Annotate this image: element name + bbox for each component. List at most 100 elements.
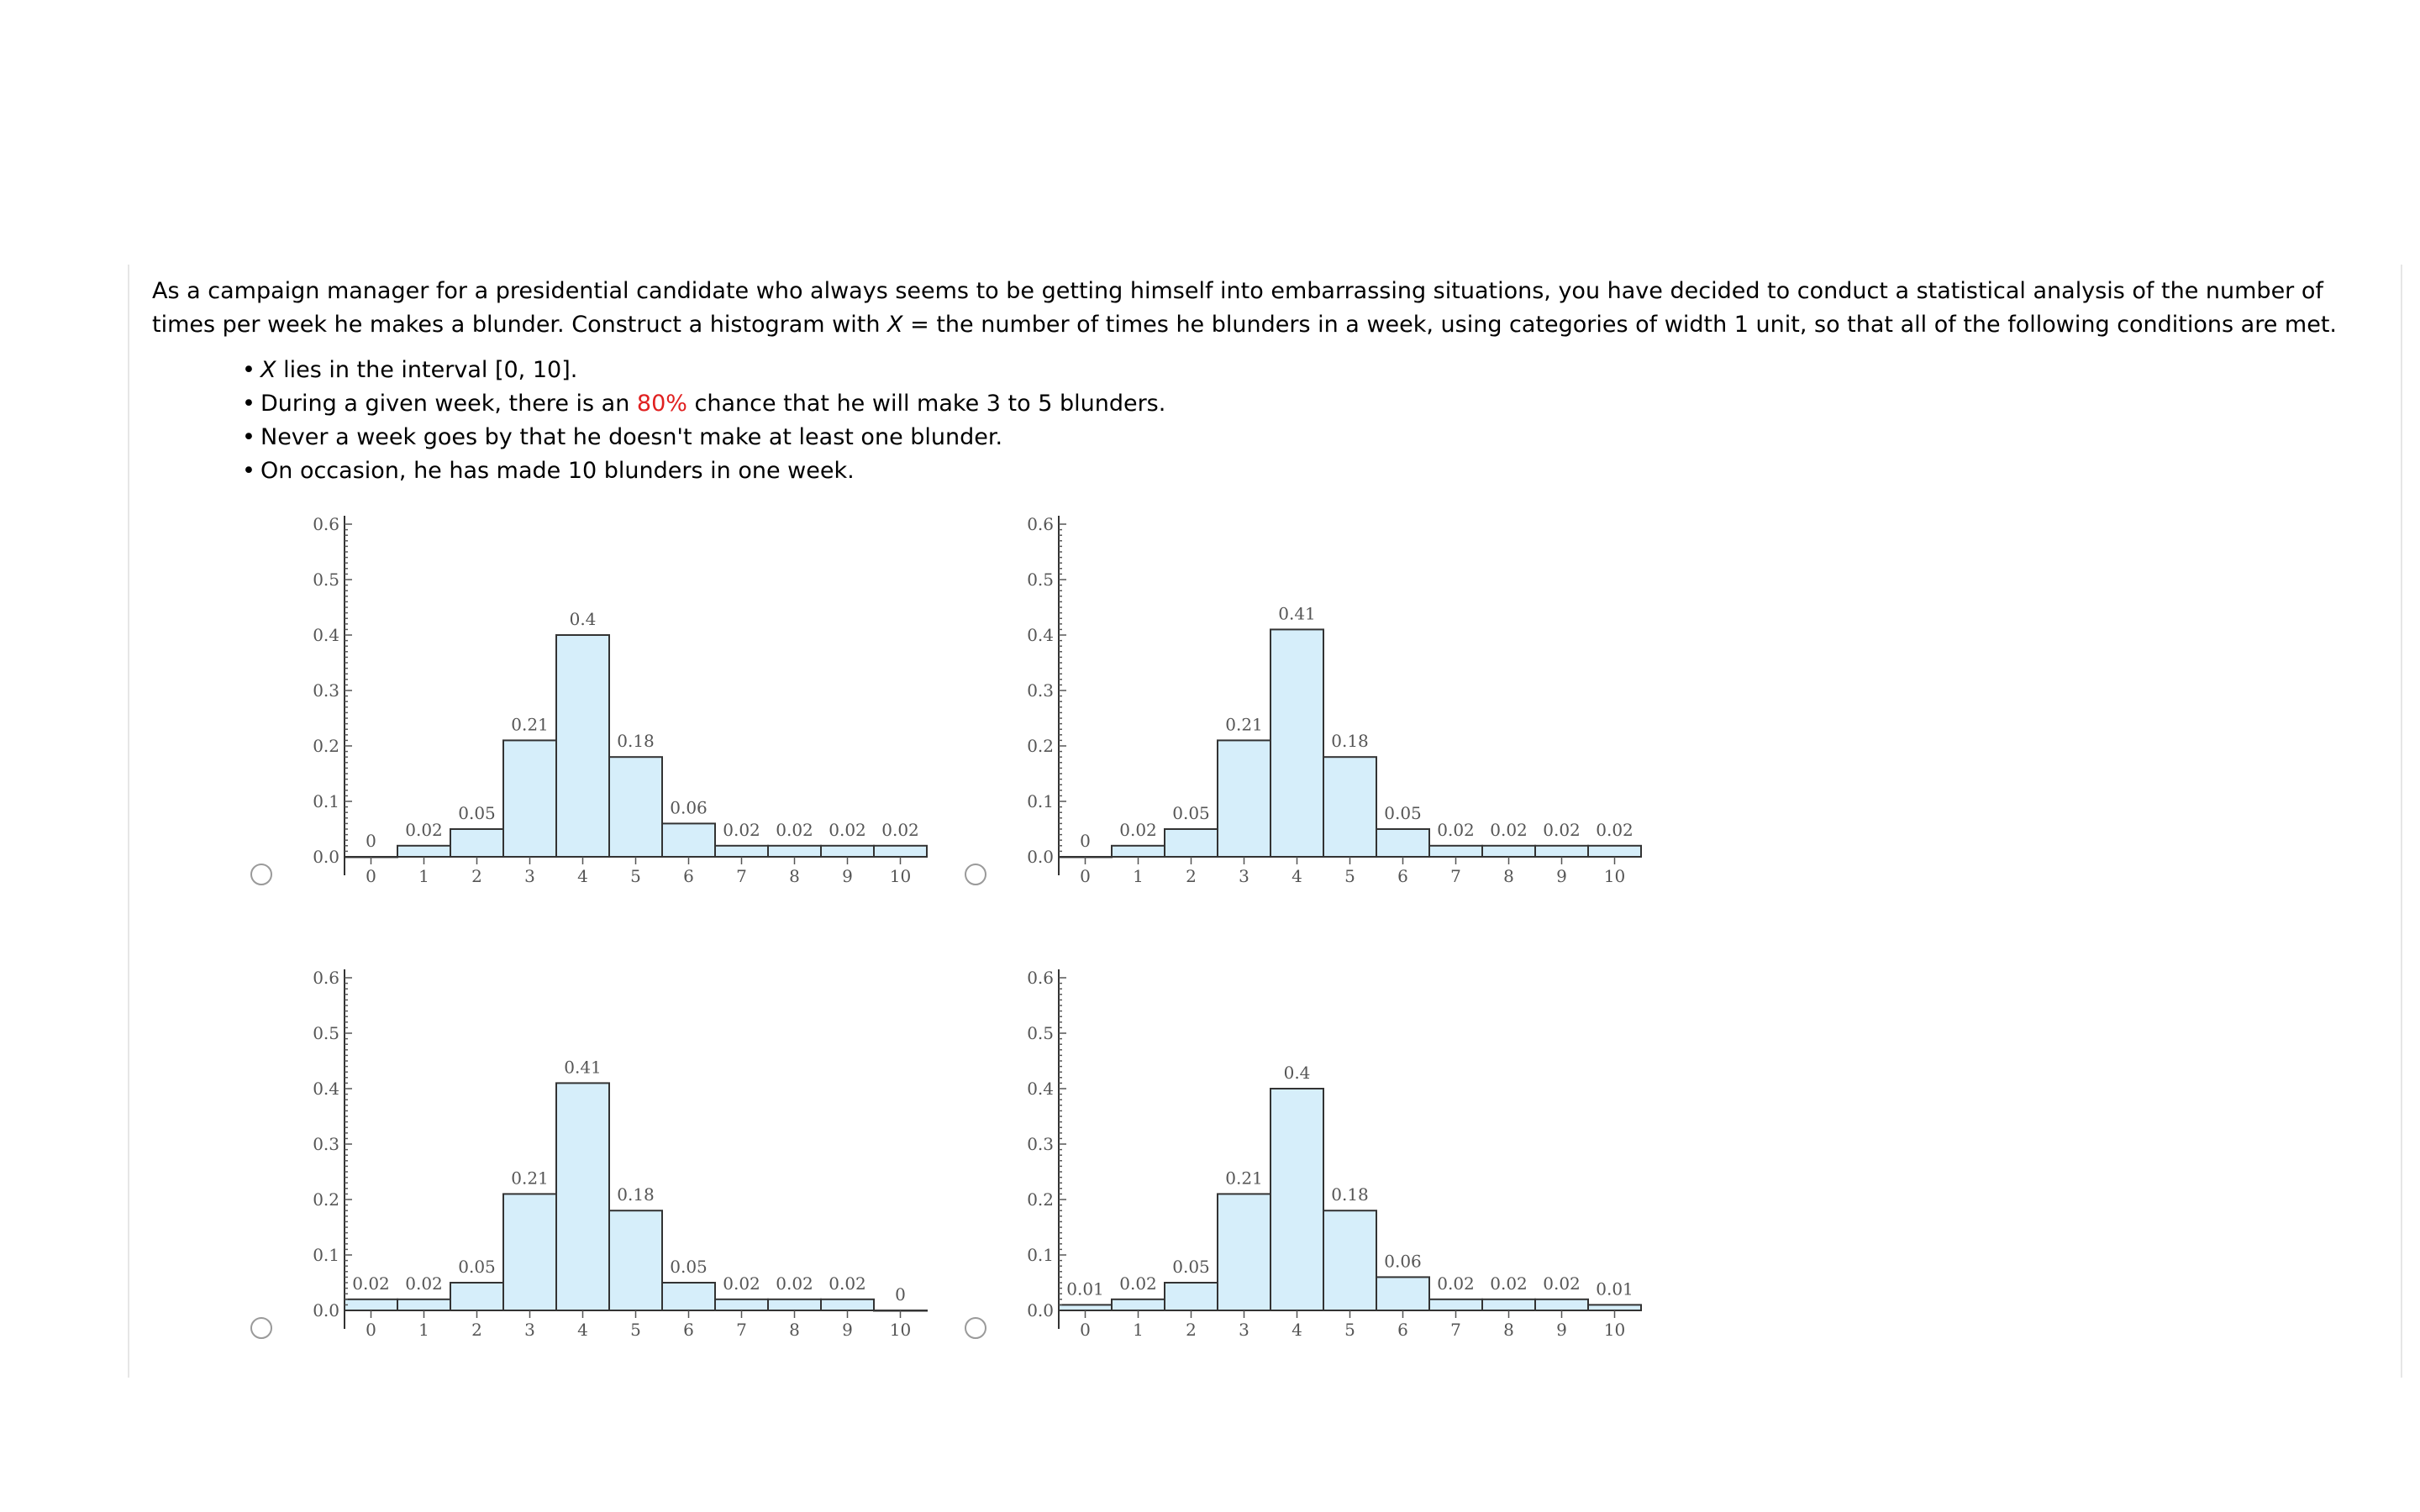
x-tick-label: 0 [1080, 1320, 1091, 1340]
bar-value-label: 0.18 [617, 1184, 655, 1205]
x-tick-label: 0 [366, 1320, 376, 1340]
histogram-bar [608, 1210, 663, 1312]
x-tick-label: 3 [524, 1320, 535, 1340]
radio-button-d[interactable] [965, 1317, 986, 1339]
x-tick-label: 4 [1292, 866, 1302, 886]
answer-choice-a[interactable]: 0 0.02 0.05 0.21 0.4 0.18 0.06 0.02 0.02 0.02 0.02… [250, 504, 939, 899]
histogram-bar [1217, 1193, 1271, 1311]
bar-value-label: 0.02 [1490, 1273, 1528, 1294]
histogram-bar [450, 1282, 504, 1311]
histogram-bar [555, 634, 610, 858]
answer-choice-b[interactable]: 0 0.02 0.05 0.21 0.41 0.18 0.05 0.02 0.02 0.02 0.0… [965, 504, 1654, 899]
x-tick-label: 1 [1133, 866, 1144, 886]
histogram-bar [1111, 1298, 1165, 1311]
histogram-c: 0.02 0.020.050.210.410.180.050.02 0.02 0.02… [313, 968, 928, 1340]
y-tick-label: 0.6 [1027, 968, 1054, 988]
x-tick-label: 10 [1604, 1320, 1625, 1340]
x-tick-label: 8 [1503, 1320, 1514, 1340]
histogram-bar [1534, 844, 1589, 858]
x-tick-label: 2 [1186, 866, 1197, 886]
y-tick-label: 0.0 [313, 1300, 339, 1320]
x-tick-label: 1 [418, 866, 429, 886]
content-left-border [128, 265, 129, 1378]
radio-button-a[interactable] [250, 864, 272, 885]
bar-value-label: 0.01 [1066, 1278, 1104, 1299]
bar-value-label: 0.41 [1278, 603, 1316, 623]
histogram-bar [1270, 1088, 1324, 1311]
histogram-bar [450, 828, 504, 858]
y-tick-label: 0.5 [1027, 1023, 1054, 1043]
x-tick-label: 9 [842, 866, 853, 886]
bar-value-label: 0.02 [352, 1273, 390, 1294]
condition-text: On occasion, he has made 10 blunders in … [260, 458, 855, 484]
x-tick-label: 4 [577, 1320, 588, 1340]
histogram-bar [1587, 844, 1642, 858]
condition-item: Never a week goes by that he doesn't mak… [242, 421, 2379, 454]
y-tick-label: 0.6 [1027, 514, 1054, 534]
condition-item: On occasion, he has made 10 blunders in … [242, 454, 2379, 488]
condition-text: lies in the interval [0, 10]. [276, 357, 578, 383]
histogram-bar [1164, 1282, 1218, 1311]
histogram-bar [661, 1282, 716, 1311]
bar-value-label: 0.21 [1225, 1168, 1263, 1188]
y-tick-label: 0.2 [1027, 1189, 1054, 1210]
x-tick-label: 9 [1556, 1320, 1567, 1340]
bar-value-label: 0.02 [829, 820, 866, 840]
histogram-bar [767, 1298, 822, 1311]
y-tick-label: 0.4 [1027, 1079, 1054, 1099]
x-tick-label: 10 [890, 1320, 911, 1340]
x-tick-label: 2 [471, 866, 482, 886]
y-tick-label: 0.1 [1027, 1245, 1054, 1265]
bar-value-label: 0.02 [723, 1273, 760, 1294]
x-tick-label: 4 [1292, 1320, 1302, 1340]
condition-item: During a given week, there is an 80% cha… [242, 387, 2379, 421]
bar-value-label: 0.4 [1284, 1063, 1311, 1083]
x-tick-label: 3 [1239, 866, 1249, 886]
histogram-bar [1481, 1298, 1536, 1311]
bar-value-label: 0.02 [829, 1273, 866, 1294]
bar-value-label: 0.02 [405, 1273, 443, 1294]
bar-value-label: 0.18 [617, 731, 655, 751]
histogram-bar [1217, 739, 1271, 858]
y-tick-label: 0.0 [1027, 1300, 1054, 1320]
x-tick-label: 8 [789, 1320, 800, 1340]
x-tick-label: 7 [1450, 1320, 1461, 1340]
radio-button-b[interactable] [965, 864, 986, 885]
answer-choice-c[interactable]: 0.02 0.02 0.05 0.21 0.41 0.18 0.05 0.02 0.02 0.02… [250, 958, 939, 1352]
y-tick-label: 0.1 [313, 791, 339, 811]
x-tick-label: 1 [1133, 1320, 1144, 1340]
histogram-bar [1111, 844, 1165, 858]
x-tick-label: 6 [1397, 866, 1408, 886]
histogram-bar [344, 1298, 398, 1311]
histogram-bar [1164, 828, 1218, 858]
histogram-bar [1376, 1276, 1430, 1311]
x-tick-label: 0 [366, 866, 376, 886]
bar-value-label: 0.4 [570, 609, 597, 629]
y-tick-label: 0.3 [1027, 1134, 1054, 1154]
condition-item: X lies in the interval [0, 10]. [242, 354, 2379, 387]
histogram-bar [1428, 1298, 1483, 1311]
y-tick-label: 0.2 [313, 736, 339, 756]
x-tick-label: 2 [471, 1320, 482, 1340]
answer-choice-d[interactable]: 0.01 0.02 0.05 0.21 0.4 0.18 0.06 0.02 0.02 0.02 0… [965, 958, 1654, 1352]
bar-value-label: 0.02 [1437, 1273, 1475, 1294]
x-tick-label: 8 [789, 866, 800, 886]
bar-value-label: 0.02 [776, 1273, 813, 1294]
intro-part-1: As a campaign manager for a presidential… [152, 278, 2323, 338]
bar-value-label: 0.21 [1225, 714, 1263, 734]
y-tick-label: 0.2 [313, 1189, 339, 1210]
histogram-bar [397, 1298, 451, 1311]
bar-value-label: 0.02 [1490, 820, 1528, 840]
histogram-d: 0.01 0.020.050.210.40.180.060.02 0.02 0.02 0… [1027, 968, 1642, 1340]
intro-variable: X [887, 312, 903, 338]
intro-part-2: = the number of times he blunders in a w… [902, 312, 2338, 338]
y-tick-label: 0.6 [313, 514, 339, 534]
histogram-bar [502, 1193, 557, 1311]
y-tick-label: 0.5 [313, 1023, 339, 1043]
histogram-bar [767, 844, 822, 858]
x-tick-label: 5 [1344, 866, 1355, 886]
histogram-bar [555, 1082, 610, 1311]
radio-button-c[interactable] [250, 1317, 272, 1339]
histogram-bar [661, 822, 716, 858]
x-tick-label: 5 [630, 866, 641, 886]
